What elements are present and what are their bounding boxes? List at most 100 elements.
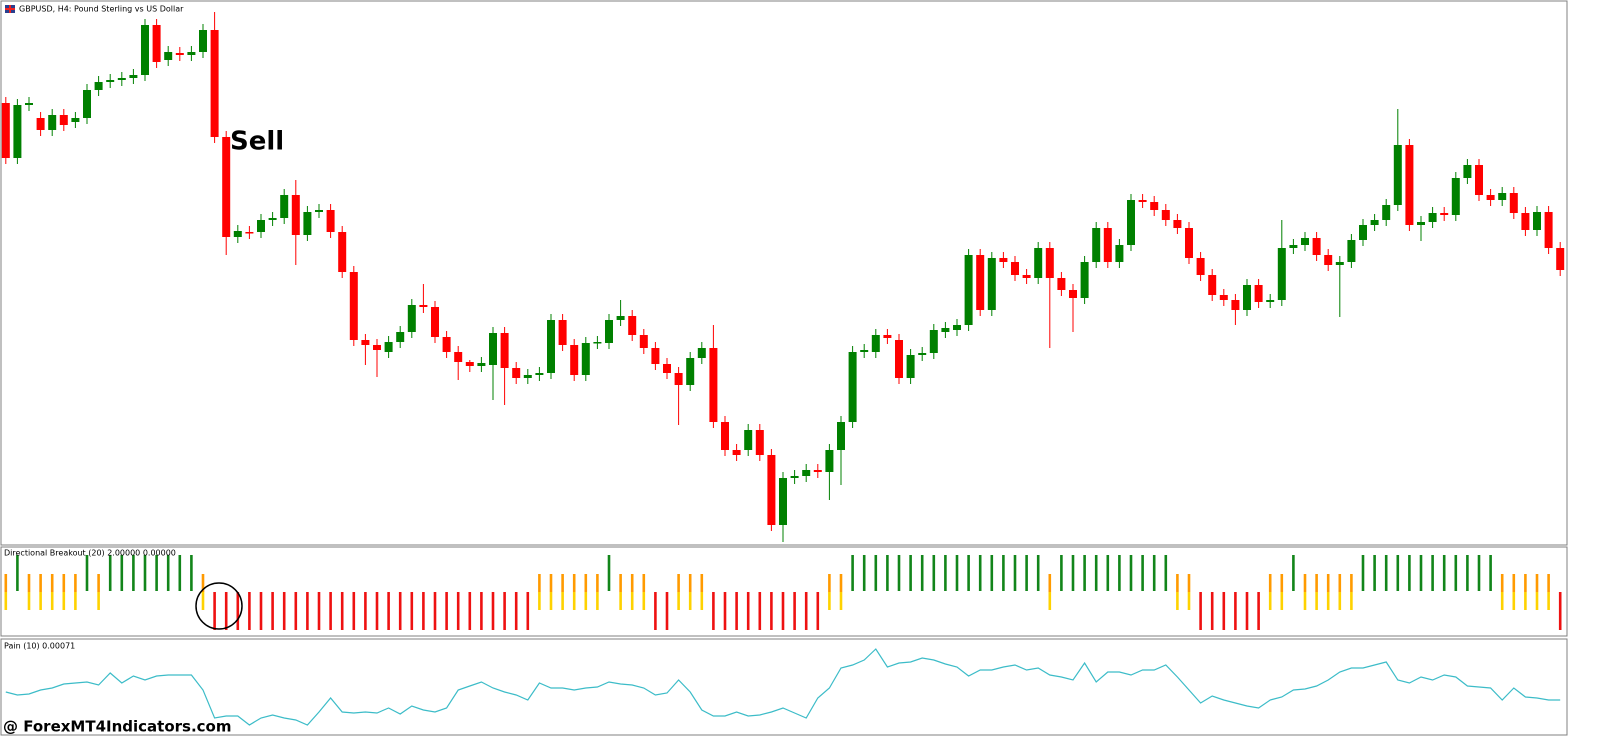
state-bar <box>955 555 959 591</box>
main-title: GBPUSD, H4: Pound Sterling vs US Dollar <box>19 5 184 14</box>
state-bar <box>143 555 147 591</box>
state-bar-lower <box>74 592 77 610</box>
candle-body <box>848 352 857 422</box>
state-bar-lower <box>1280 592 1284 610</box>
state-bar <box>712 592 715 630</box>
candle-body <box>605 320 613 343</box>
state-bar <box>1176 574 1179 592</box>
state-bar-lower <box>1338 592 1342 610</box>
state-bar <box>1036 555 1040 591</box>
state-bar-lower <box>596 592 599 610</box>
state-bar-lower <box>828 592 831 610</box>
state-bar <box>248 592 251 630</box>
candle-body <box>686 358 695 385</box>
candle-body <box>303 212 312 235</box>
candle-body <box>779 478 787 525</box>
candle-body <box>1498 193 1507 200</box>
state-bar <box>433 592 437 630</box>
state-bar <box>654 592 657 630</box>
candle-body <box>1475 165 1483 195</box>
candle-body <box>141 25 149 75</box>
state-bar <box>1071 555 1075 591</box>
state-bar-lower <box>538 592 541 610</box>
candle-body <box>1463 165 1472 178</box>
state-bar <box>630 574 634 592</box>
candle-body <box>558 320 567 345</box>
state-bar <box>422 592 425 630</box>
state-bar-lower <box>39 592 42 610</box>
candle-body <box>1057 278 1066 290</box>
candle-body <box>1185 228 1193 258</box>
state-bar <box>1419 555 1423 591</box>
state-bar <box>549 574 553 592</box>
state-bar <box>178 555 182 591</box>
candle-body <box>1417 222 1425 225</box>
state-bar <box>607 555 611 591</box>
candle-body <box>929 330 938 353</box>
candle-body <box>547 320 555 373</box>
state-bar <box>236 592 240 630</box>
candle-body <box>1011 262 1019 275</box>
state-bar <box>1083 555 1086 591</box>
candle-body <box>326 210 335 232</box>
state-bar <box>828 574 831 592</box>
candle-body <box>813 470 822 472</box>
candle-body <box>1370 220 1379 225</box>
state-bar <box>1500 574 1504 592</box>
candle-body <box>1382 205 1391 220</box>
state-bar-lower <box>630 592 634 610</box>
candle-body <box>268 218 277 220</box>
state-bar <box>1466 555 1469 591</box>
state-bar-lower <box>50 592 54 610</box>
state-bar <box>874 555 878 591</box>
state-bar <box>201 574 205 592</box>
state-bar-lower <box>1547 592 1550 610</box>
state-bar-lower <box>62 592 66 610</box>
state-bar <box>1025 555 1028 591</box>
state-bar <box>514 592 518 630</box>
candle-body <box>373 345 381 350</box>
state-bar <box>97 574 100 592</box>
candle-body <box>825 450 834 472</box>
candle-body <box>709 348 718 422</box>
state-bar <box>1280 574 1284 592</box>
candle-body <box>663 364 671 373</box>
indicator-title: Directional Breakout (20) 2.00000 0.0000… <box>4 549 176 558</box>
candle-body <box>257 220 265 232</box>
candle-body <box>1 103 10 158</box>
state-bar <box>804 592 808 630</box>
state-bar <box>793 592 796 630</box>
candle-body <box>1405 145 1414 225</box>
candle-body <box>431 307 439 337</box>
state-bar <box>1234 592 1237 630</box>
state-bar <box>1547 574 1550 592</box>
state-bar-lower <box>839 592 843 610</box>
candle-body <box>999 258 1008 262</box>
candle-body <box>361 340 370 345</box>
state-bar <box>224 592 228 630</box>
pain-panel <box>0 638 1568 736</box>
state-bar <box>1535 574 1539 592</box>
state-bar <box>1152 555 1156 591</box>
state-bar-lower <box>1524 592 1527 610</box>
state-bar <box>978 555 982 591</box>
state-bar <box>387 592 390 630</box>
state-bar-lower <box>549 592 553 610</box>
state-bar <box>1454 555 1458 591</box>
state-bar <box>317 592 321 630</box>
state-bar-lower <box>1326 592 1330 610</box>
state-bar <box>352 592 356 630</box>
candle-body <box>802 470 811 476</box>
state-bar <box>39 574 42 592</box>
candle-body <box>48 115 57 130</box>
state-bar <box>770 592 773 630</box>
candle-body <box>581 343 590 375</box>
candle-body <box>593 342 602 344</box>
candle-body <box>106 80 115 82</box>
state-bar-lower <box>700 592 704 610</box>
candle-body <box>1301 238 1309 245</box>
state-bar <box>85 555 89 591</box>
state-bar <box>120 555 124 591</box>
state-bar-lower <box>97 592 100 610</box>
candle-body <box>906 355 915 378</box>
